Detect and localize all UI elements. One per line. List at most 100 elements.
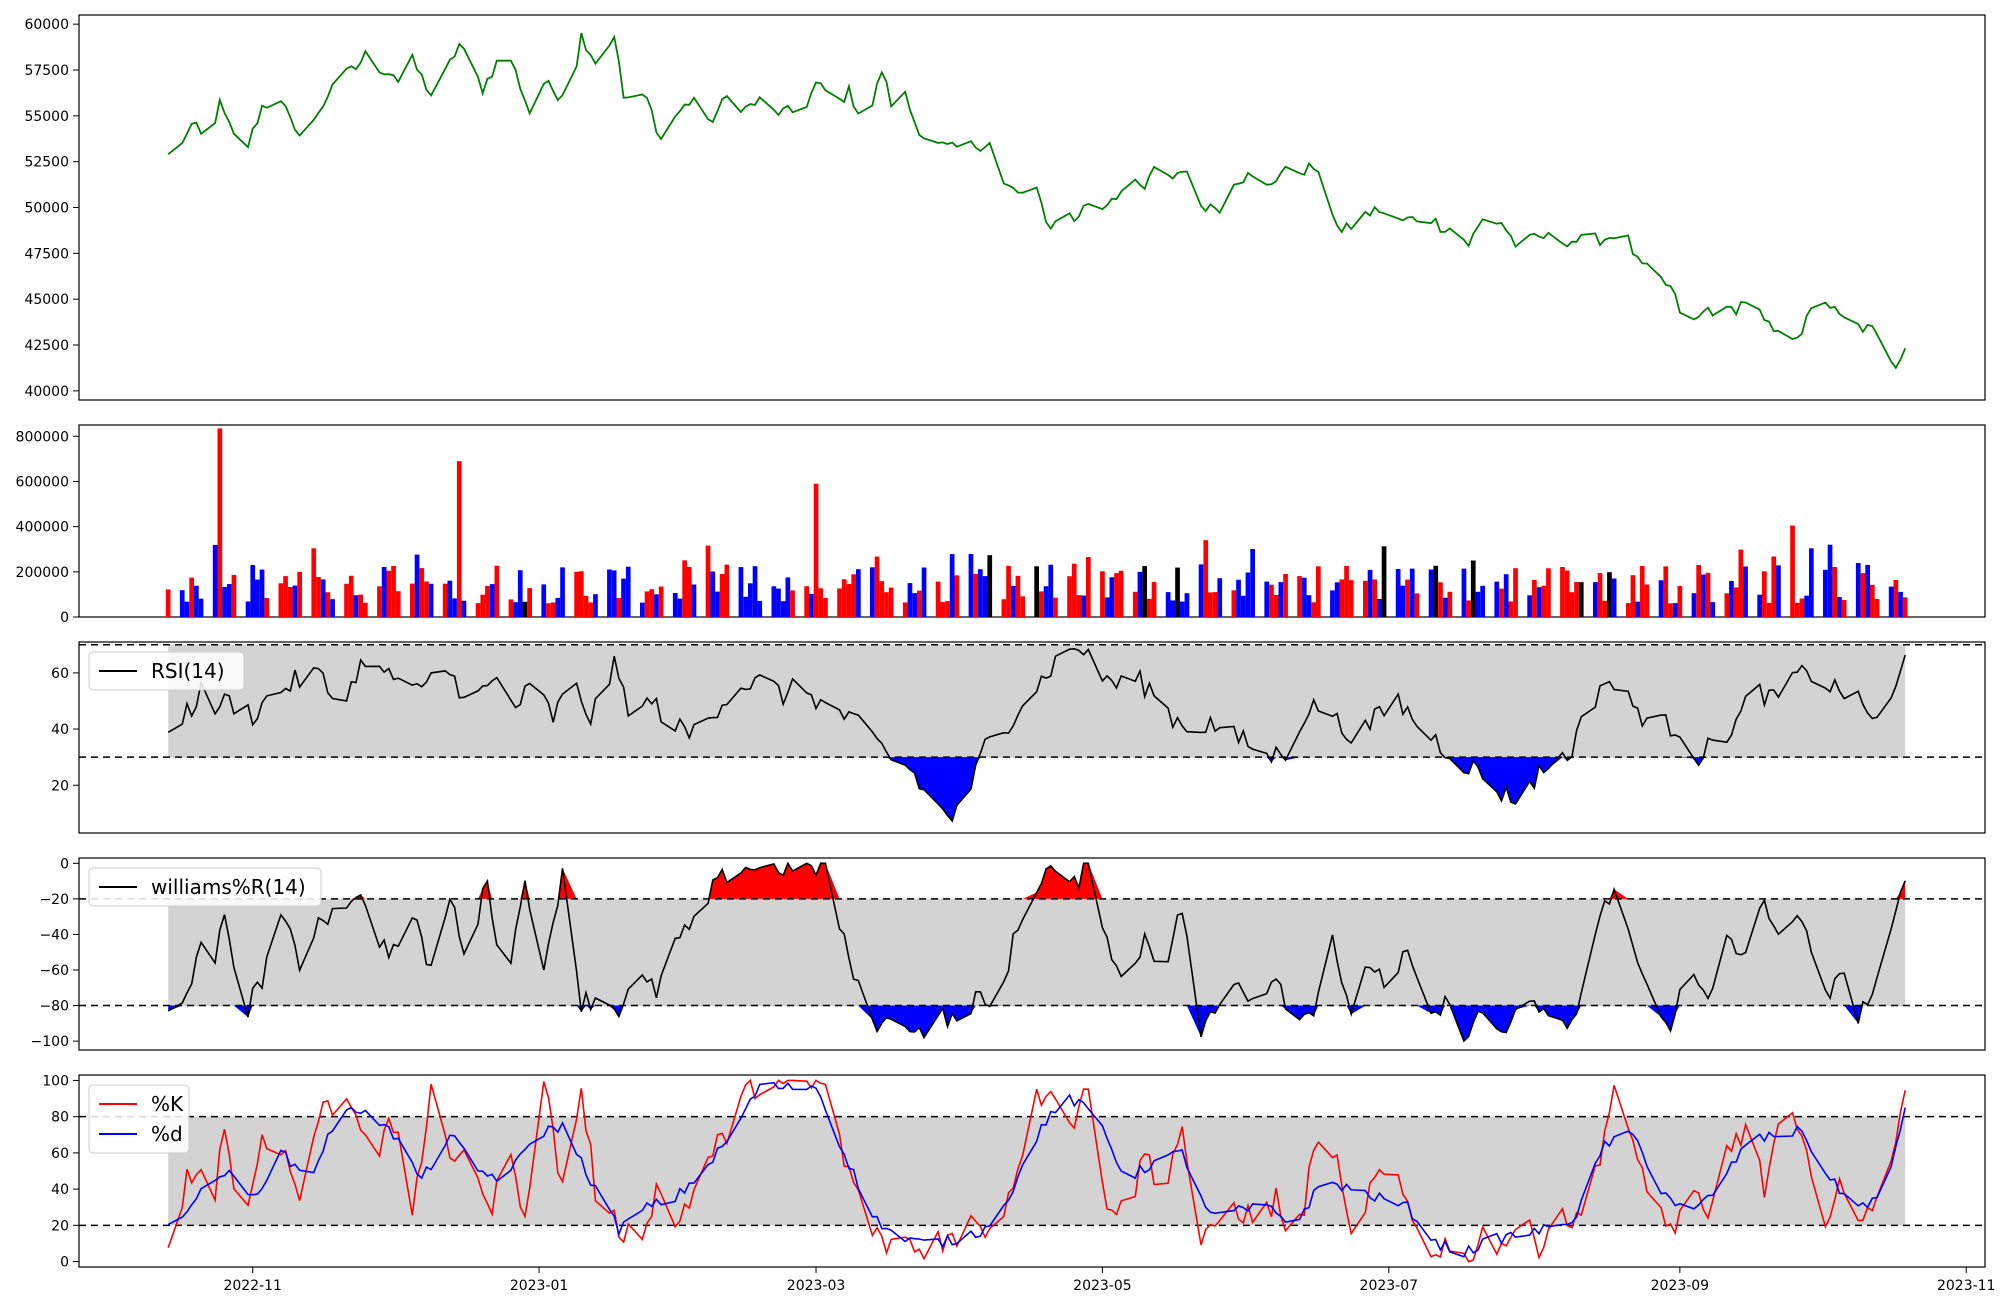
volume-bar [1625,603,1631,617]
volume-bar [287,587,293,617]
volume-bar [724,564,730,617]
volume-bar [621,578,626,617]
y-tick-label: 42500 [24,338,69,354]
volume-bar [752,566,758,617]
y-tick-label: 60000 [24,17,69,33]
volume-bar [856,569,861,617]
volume-bar [555,597,561,617]
y-tick-label: −100 [31,1034,69,1050]
volume-bar [320,579,326,617]
volume-bar [644,591,650,617]
volume-bar [198,598,204,617]
volume-bar [1316,566,1321,617]
volume-bar [1414,593,1420,617]
volume-bar [1269,584,1274,617]
x-tick-label: 2023-05 [1073,1278,1132,1294]
x-tick-label: 2023-03 [787,1278,846,1294]
volume-bar [1109,577,1115,617]
volume-bar [184,601,190,617]
panel-frame [78,1074,1986,1268]
volume-bar [1578,582,1584,617]
y-tick-label: 50000 [24,201,69,217]
volume-bar [358,594,363,617]
threshold-band [168,644,1906,758]
volume-bar [1142,566,1147,617]
volume-bar [1902,597,1908,617]
volume-bar [935,581,941,617]
volume-bar [1165,592,1171,617]
volume-bar [771,586,777,617]
y-tick-label: 57500 [24,63,69,79]
volume-bar [391,566,396,617]
volume-bar [1546,568,1551,617]
volume-bar [1794,602,1800,617]
volume-bar [485,586,490,617]
y-tick-label: 80 [51,1110,69,1126]
volume-bar [1503,574,1509,617]
volume-bar [884,592,889,617]
volume-bar [1179,601,1185,617]
volume-bar [255,579,260,617]
volume-bar [1250,549,1255,617]
volume-bar [1809,548,1814,617]
y-tick-label: 40 [51,1182,69,1198]
volume-bar [1372,579,1378,617]
volume-bar [1499,588,1504,617]
volume-bar [1663,566,1669,617]
volume-bar [719,574,725,617]
volume-bar [1381,546,1387,617]
volume-panel: 0 200000 400000 600000 800000 [16,424,1986,626]
volume-bar [1743,566,1748,617]
volume-bar [1245,572,1251,617]
legend-label: %d [151,1122,183,1146]
volume-bar [954,575,960,617]
volume-bar [1574,582,1579,617]
volume-bar [1564,570,1570,617]
volume-bar [738,567,744,617]
volume-bar [1893,580,1899,617]
volume-bar [1874,599,1880,617]
volume-bar [1799,598,1805,617]
volume-bar [231,574,237,617]
y-tick-label: −40 [39,927,69,943]
volume-bar [912,593,917,617]
volume-bar [1114,573,1119,617]
volume-bar [1898,591,1903,617]
volume-bar [780,601,786,617]
volume-bar [194,585,199,617]
stochastic-panel: 0 20 40 60 80 100 %K %d [42,1073,1986,1271]
volume-bar [940,602,946,617]
volume-bar [424,581,429,617]
volume-bar [841,579,847,617]
volume-bar [1240,595,1246,617]
volume-bar [949,554,955,617]
volume-bar [316,577,321,617]
y-tick-label: 20 [51,1218,69,1234]
panel-frame [78,14,1986,401]
volume-bar [1733,587,1739,617]
k-line [167,1078,1906,1263]
volume-bar [480,594,486,617]
volume-bar [625,566,631,617]
volume-bar [710,571,716,617]
volume-bar [1639,566,1645,617]
volume-bar [743,596,748,617]
volume-bar [785,577,791,617]
volume-bar [1409,568,1415,617]
volume-bar [179,590,185,617]
volume-bar [837,588,842,617]
volume-bar [1790,525,1795,617]
volume-bar [1086,557,1091,617]
volume-bar [677,598,683,617]
volume-bar [809,593,814,617]
volume-bar [1677,586,1683,617]
volume-bar [1297,576,1302,617]
volume-bar [1705,572,1711,617]
volume-bar [1593,582,1598,617]
volume-bar [1433,565,1439,617]
volume-bar [851,574,856,617]
volume-bar [1527,595,1532,617]
volume-bar [442,583,448,617]
volume-bar [846,583,852,617]
williams-r-line [167,861,1906,1043]
